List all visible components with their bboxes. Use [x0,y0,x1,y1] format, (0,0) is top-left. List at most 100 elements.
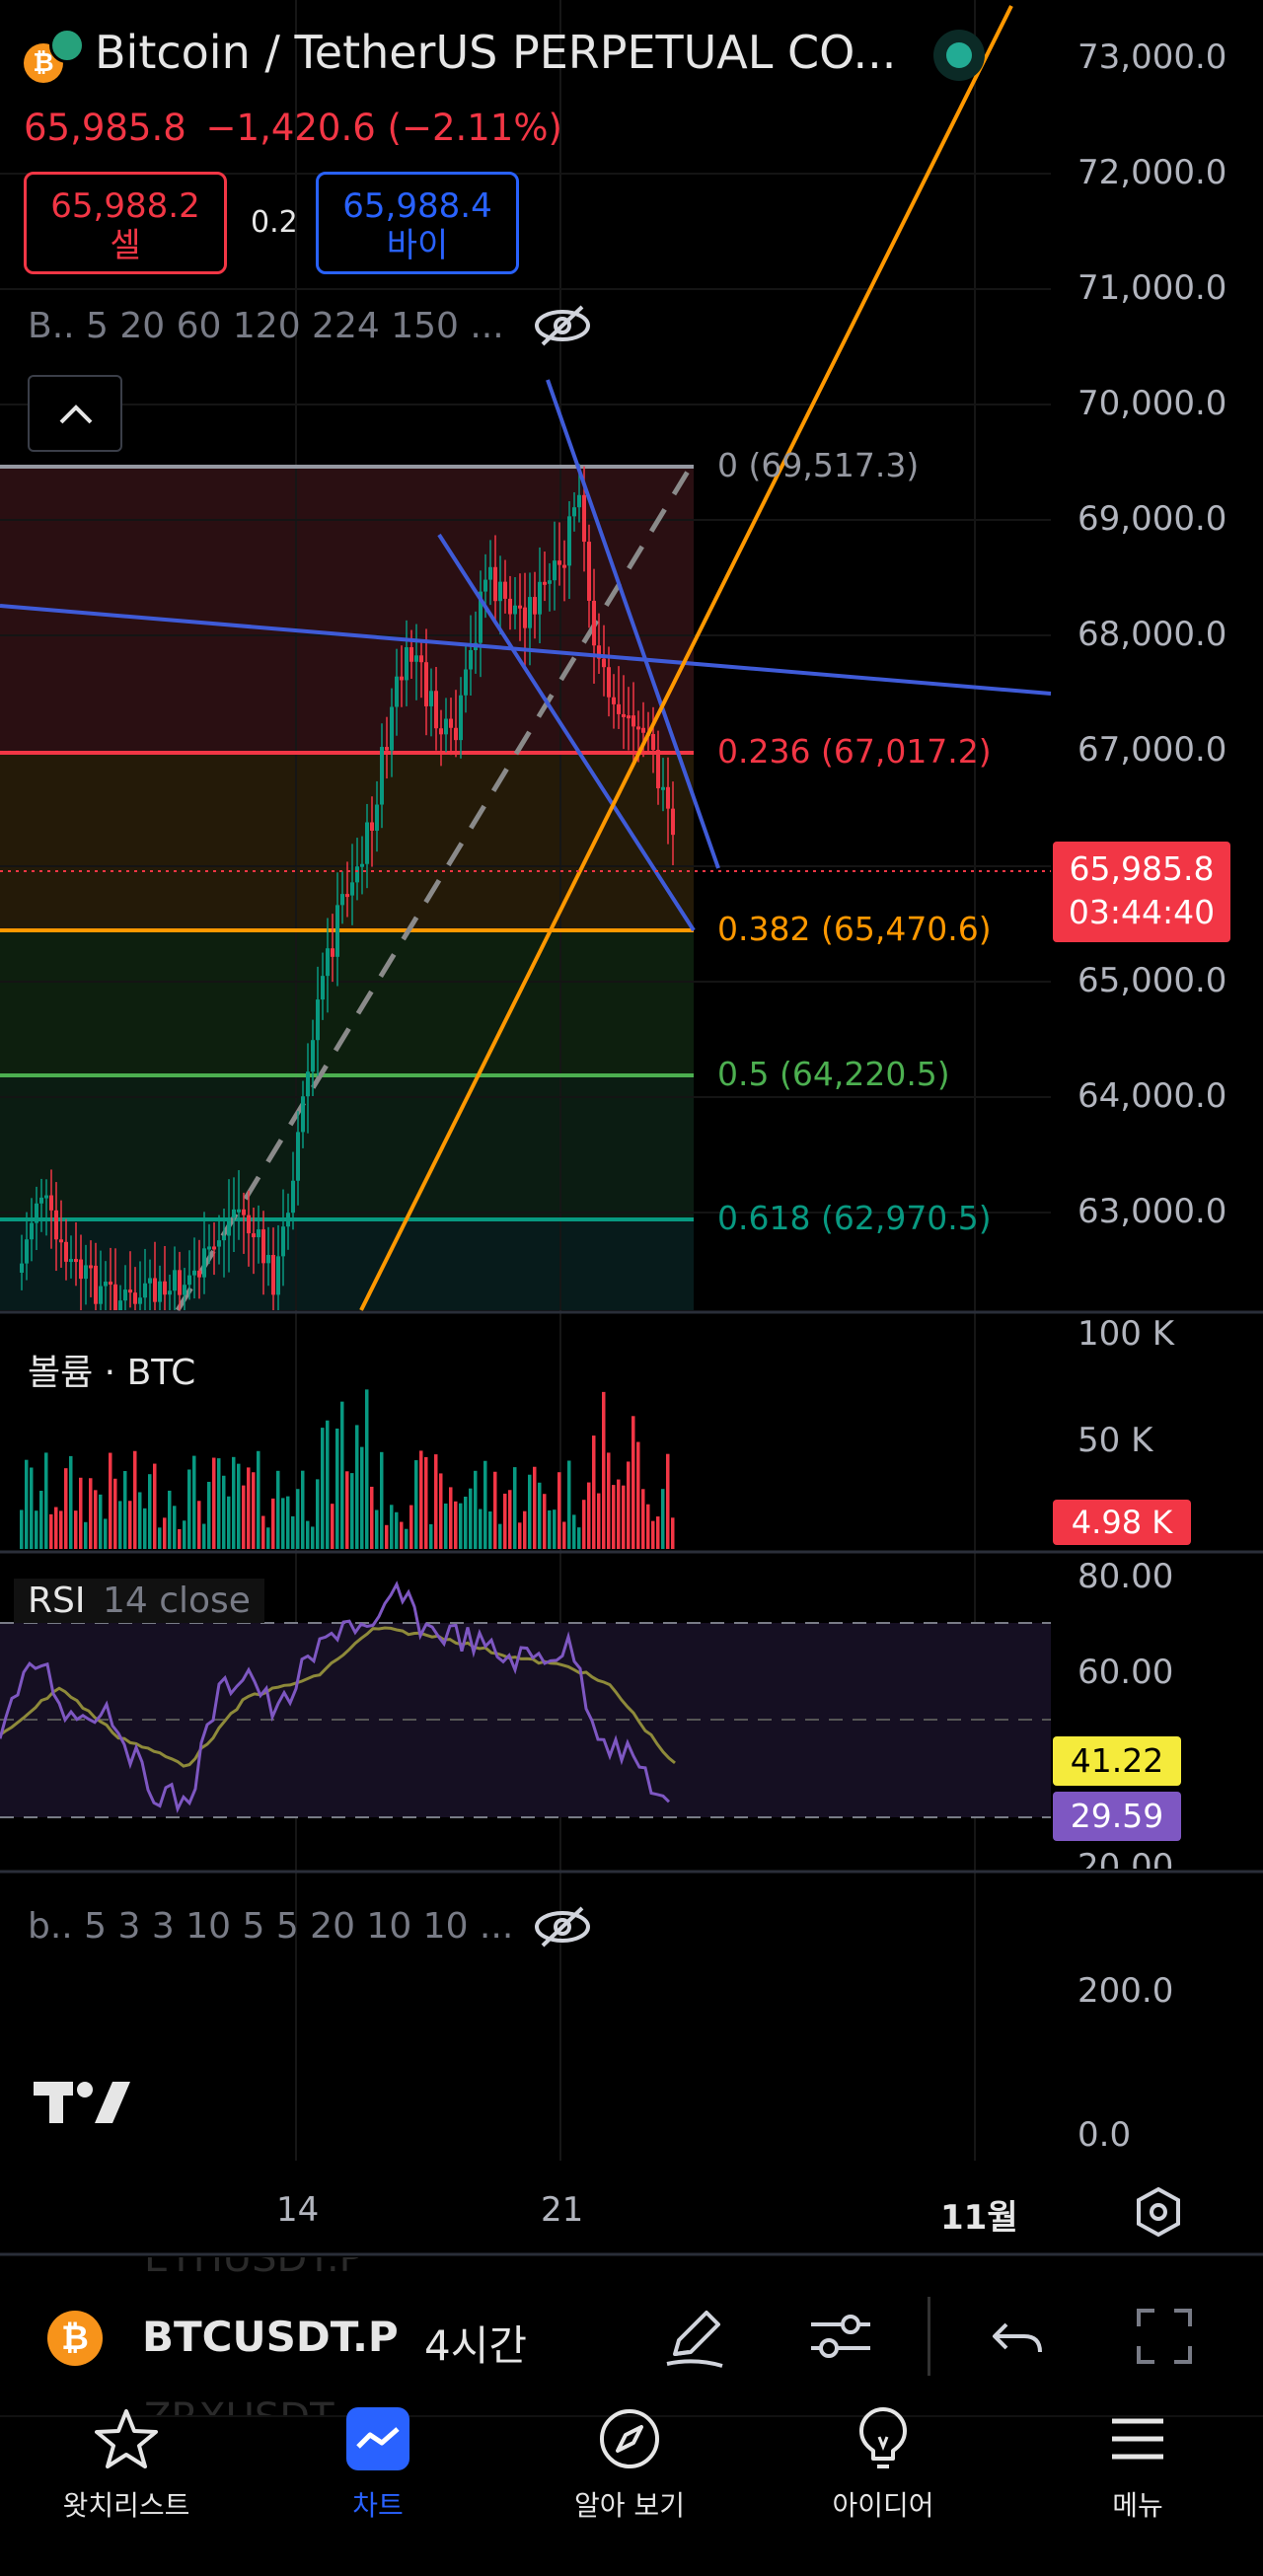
candle-body [523,607,527,628]
candle-body [666,786,670,809]
tab-watchlist[interactable]: 왓치리스트 [37,2407,215,2524]
interval-button[interactable]: 4시간 [424,2321,528,2370]
hide-indicator-icon[interactable] [533,301,592,350]
candle-body [528,597,532,628]
buy-button[interactable]: 65,988.4 바이 [316,172,519,274]
candlestick-series [20,464,675,1310]
candle-body [345,894,349,898]
volume-bar [543,1494,547,1549]
symbol-name[interactable]: BTCUSDT.P [142,2313,399,2361]
fib-zone-3 [0,1075,694,1219]
volume-bar [587,1482,591,1549]
candle-body [513,605,517,615]
candle-body [365,822,369,864]
tab-ideas[interactable]: 아이디어 [794,2407,972,2524]
price-change-pct: (−2.11%) [387,107,562,149]
tab-menu[interactable]: 메뉴 [1049,2407,1226,2524]
tab-explore[interactable]: 알아 보기 [541,2407,718,2524]
market-status-indicator[interactable] [933,30,985,81]
candle-body [375,804,379,831]
candle-body [257,1229,260,1238]
volume-bar [326,1420,330,1549]
bottom-tick-0: 0.0 [1077,2115,1132,2155]
bottom-indicator-legend[interactable]: b.. 5 3 3 10 5 5 20 10 10 ... [28,1906,514,1947]
candle-body [409,647,413,662]
volume-bar [291,1515,295,1549]
price-tick-67000: 67,000.0 [1077,730,1227,770]
volume-bar [266,1527,270,1549]
ma-indicator-legend[interactable]: B.. 5 20 60 120 224 150 ... [28,306,504,346]
rsi-line [0,1581,671,1813]
candle-body [607,667,611,698]
bottom-tick-200: 200.0 [1077,1971,1174,2011]
volume-bar [597,1493,601,1549]
volume-bar [54,1507,58,1549]
volume-bar [449,1487,453,1549]
candle-body [553,560,557,581]
undo-button[interactable] [987,2307,1050,2370]
fib-zone-4 [0,1219,694,1310]
price-tick-64000: 64,000.0 [1077,1076,1227,1116]
candle-body [508,598,512,615]
sell-button[interactable]: 65,988.2 셀 [24,172,227,274]
orange-trend-line[interactable] [359,5,1013,1311]
volume-bar [35,1510,38,1549]
rsi-value-badge: 29.59 [1053,1792,1181,1841]
volume-bar [439,1473,443,1549]
tether-badge-icon [49,28,85,63]
indicators-button[interactable] [805,2305,876,2372]
time-label-month: 11월 [940,2198,1018,2238]
volume-legend[interactable]: 볼륨 · BTC [28,1353,196,1393]
candle-body [54,1210,58,1240]
candle-body [118,1300,122,1310]
volume-bar [508,1490,512,1549]
candle-body [543,581,547,585]
rsi-tick-60: 60.00 [1077,1653,1174,1692]
volume-bar [390,1505,394,1549]
volume-tick-high: 100 K [1077,1314,1174,1354]
hide-bottom-indicator-icon[interactable] [533,1902,592,1951]
blue-trend-line-horizontal[interactable] [0,604,1052,696]
candle-body [661,786,665,790]
candle-body [247,1214,251,1234]
symbol-title[interactable]: Bitcoin / TetherUS PERPETUAL CO... [95,26,897,79]
candle-body [414,655,418,662]
volume-bar [296,1489,300,1549]
volume-bar [113,1478,117,1549]
candle-body [104,1282,108,1287]
chevron-up-icon [59,405,93,424]
candle-body [385,747,389,751]
volume-bar [469,1488,473,1549]
tab-chart[interactable]: 차트 [289,2407,467,2524]
drawing-tool-button[interactable] [659,2301,730,2376]
tab-watchlist-label: 왓치리스트 [62,2489,190,2522]
fullscreen-button[interactable] [1133,2305,1196,2372]
candle-body [380,747,384,805]
dashed-trend-line[interactable] [175,465,694,1312]
volume-bar [592,1435,596,1549]
candle-body [192,1270,196,1276]
volume-bar [232,1456,236,1549]
blue-channel-upper[interactable] [546,379,720,869]
volume-bar [168,1490,172,1549]
menu-icon [1106,2407,1169,2470]
volume-bar [582,1500,586,1549]
collapse-legend-button[interactable] [28,375,122,452]
candle-body [25,1239,29,1264]
chart-settings-icon[interactable] [1133,2186,1184,2242]
candle-body [222,1235,226,1241]
rsi-legend[interactable]: RSI 14 close [14,1579,264,1623]
volume-bar [444,1503,448,1549]
volume-bar [257,1450,260,1549]
candle-body [400,676,404,681]
time-label-21: 21 [541,2190,584,2230]
blue-channel-lower[interactable] [437,533,696,932]
pencil-icon [666,2311,723,2368]
candle-body [202,1248,206,1278]
candle-body [370,822,374,831]
candle-body [138,1297,142,1304]
volume-bar [311,1526,315,1549]
volume-bar [355,1425,359,1549]
fib-label-382: 0.382 (65,470.6) [717,910,992,948]
